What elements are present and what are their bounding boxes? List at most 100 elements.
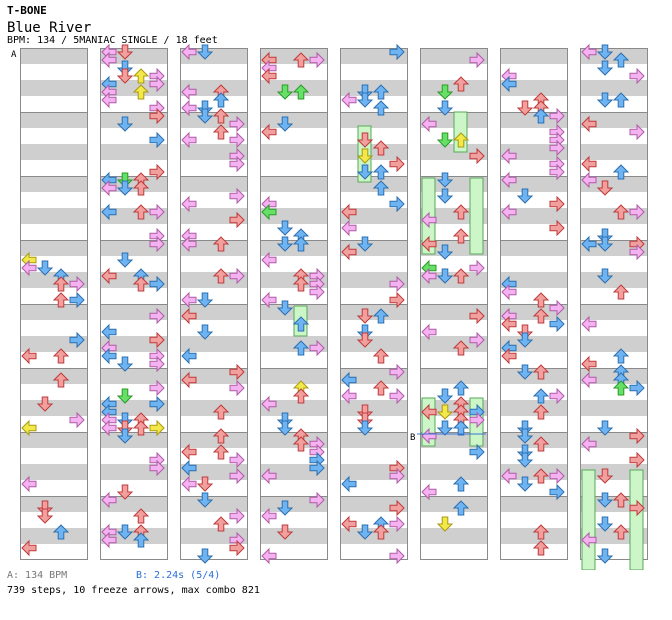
step-arrow [389, 467, 405, 485]
step-arrow [452, 228, 470, 244]
beat-stripe [580, 304, 648, 320]
step-arrow [309, 459, 325, 477]
step-arrow [52, 348, 70, 364]
step-arrow [452, 76, 470, 92]
step-arrow [436, 132, 454, 148]
step-arrow [116, 484, 134, 500]
step-arrow [149, 355, 165, 373]
step-arrow [501, 347, 517, 365]
step-arrow [436, 84, 454, 100]
step-arrow [212, 268, 230, 284]
step-arrow [132, 84, 150, 100]
beat-stripe [500, 432, 568, 448]
step-arrow [516, 332, 534, 348]
step-arrow [372, 180, 390, 196]
step-arrow [516, 444, 534, 460]
beat-stripe [580, 48, 648, 64]
step-arrow [292, 388, 310, 404]
step-arrow [292, 52, 310, 68]
step-arrow [372, 348, 390, 364]
beat-stripe [260, 368, 328, 384]
step-arrow [596, 60, 614, 76]
step-arrow [229, 379, 245, 397]
step-arrow [612, 284, 630, 300]
step-arrow [292, 84, 310, 100]
step-arrow [356, 164, 374, 180]
beat-stripe [580, 112, 648, 128]
step-arrow [389, 387, 405, 405]
step-arrow [629, 67, 645, 85]
step-arrow [212, 428, 230, 444]
beat-stripe [20, 528, 88, 544]
step-arrow [229, 507, 245, 525]
step-arrow [36, 260, 54, 276]
beat-stripe [180, 496, 248, 512]
step-chart: A B [11, 43, 648, 570]
step-arrow [132, 532, 150, 548]
step-arrow [372, 84, 390, 100]
beat-stripe [260, 528, 328, 544]
step-arrow [196, 476, 214, 492]
step-arrow [452, 380, 470, 396]
beat-stripe [500, 208, 568, 224]
step-arrow [549, 163, 565, 181]
step-arrow [516, 420, 534, 436]
step-arrow [212, 124, 230, 140]
step-arrow [261, 291, 277, 309]
step-arrow [469, 51, 485, 69]
step-arrow [101, 419, 117, 437]
beat-stripe [420, 528, 488, 544]
step-arrow [596, 44, 614, 60]
beat-stripe [20, 464, 88, 480]
step-arrow [116, 356, 134, 372]
step-arrow [149, 307, 165, 325]
step-arrow [101, 51, 117, 69]
step-arrow [132, 68, 150, 84]
step-arrow [36, 508, 54, 524]
step-arrow [149, 235, 165, 253]
beat-stripe [20, 368, 88, 384]
step-arrow [101, 267, 117, 285]
step-arrow [341, 203, 357, 221]
step-arrow [69, 411, 85, 429]
step-arrow [612, 52, 630, 68]
beat-stripe [20, 48, 88, 64]
step-arrow [181, 459, 197, 477]
step-arrow [21, 475, 37, 493]
step-arrow [229, 155, 245, 173]
chart-column [20, 48, 88, 560]
step-arrow [149, 459, 165, 477]
beat-stripe [260, 80, 328, 96]
step-arrow [421, 115, 437, 133]
step-arrow [356, 420, 374, 436]
beat-stripe [100, 368, 168, 384]
step-arrow [532, 468, 550, 484]
step-arrow [341, 515, 357, 533]
beat-stripe [180, 304, 248, 320]
step-arrow [469, 331, 485, 349]
step-arrow [276, 412, 294, 428]
step-arrow [421, 403, 437, 421]
step-arrow [21, 539, 37, 557]
step-arrow [21, 347, 37, 365]
legend-stop: B: 2.24s (5/4) [136, 570, 221, 581]
step-arrow [52, 292, 70, 308]
beat-stripe [500, 336, 568, 352]
beat-stripe [500, 240, 568, 256]
step-arrow [436, 388, 454, 404]
step-arrow [469, 307, 485, 325]
step-arrow [549, 315, 565, 333]
step-arrow [501, 315, 517, 333]
step-arrow [356, 332, 374, 348]
beat-stripe [180, 432, 248, 448]
beat-stripe [100, 496, 168, 512]
step-arrow [149, 131, 165, 149]
step-arrow [596, 92, 614, 108]
step-arrow [212, 444, 230, 460]
beat-stripe [260, 176, 328, 192]
step-arrow [196, 100, 214, 116]
beat-stripe [340, 80, 408, 96]
freeze-bar [581, 469, 596, 570]
column-border [420, 48, 488, 560]
step-arrow [421, 235, 437, 253]
